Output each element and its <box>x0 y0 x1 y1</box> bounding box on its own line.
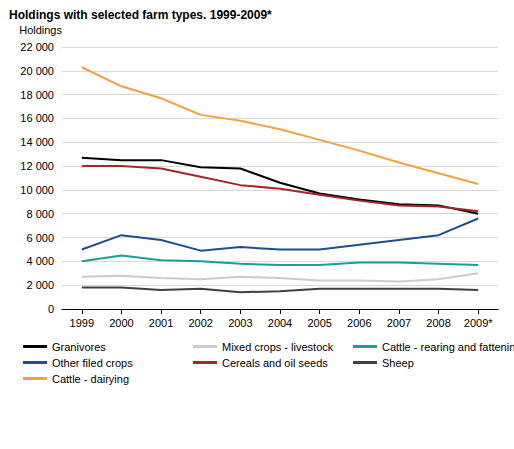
svg-text:Cattle - dairying: Cattle - dairying <box>52 373 129 385</box>
svg-text:2006: 2006 <box>347 317 371 329</box>
svg-text:2009*: 2009* <box>464 317 493 329</box>
svg-text:14 000: 14 000 <box>20 136 54 148</box>
svg-text:2007: 2007 <box>387 317 411 329</box>
svg-text:2002: 2002 <box>188 317 212 329</box>
svg-text:4 000: 4 000 <box>26 255 54 267</box>
svg-text:2003: 2003 <box>228 317 252 329</box>
svg-text:2005: 2005 <box>307 317 331 329</box>
svg-text:2000: 2000 <box>109 317 133 329</box>
svg-text:Other filed crops: Other filed crops <box>52 357 133 369</box>
svg-text:Cereals and oil seeds: Cereals and oil seeds <box>222 357 328 369</box>
svg-text:Mixed crops - livestock: Mixed crops - livestock <box>222 341 334 353</box>
svg-text:18 000: 18 000 <box>20 89 54 101</box>
svg-text:Holdings: Holdings <box>19 24 62 36</box>
svg-text:2001: 2001 <box>149 317 173 329</box>
svg-text:6 000: 6 000 <box>26 232 54 244</box>
svg-text:1999: 1999 <box>70 317 94 329</box>
svg-text:Cattle - rearing and fattening: Cattle - rearing and fattening <box>382 341 514 353</box>
svg-text:12 000: 12 000 <box>20 160 54 172</box>
svg-text:Holdings with selected farm ty: Holdings with selected farm types. 1999-… <box>9 8 272 22</box>
svg-text:2004: 2004 <box>268 317 292 329</box>
svg-text:0: 0 <box>48 303 54 315</box>
svg-text:20 000: 20 000 <box>20 65 54 77</box>
svg-text:2008: 2008 <box>426 317 450 329</box>
svg-text:Sheep: Sheep <box>382 357 414 369</box>
svg-text:22 000: 22 000 <box>20 41 54 53</box>
svg-text:Granivores: Granivores <box>52 341 106 353</box>
svg-text:10 000: 10 000 <box>20 184 54 196</box>
svg-text:8 000: 8 000 <box>26 208 54 220</box>
svg-text:16 000: 16 000 <box>20 112 54 124</box>
svg-text:2 000: 2 000 <box>26 279 54 291</box>
